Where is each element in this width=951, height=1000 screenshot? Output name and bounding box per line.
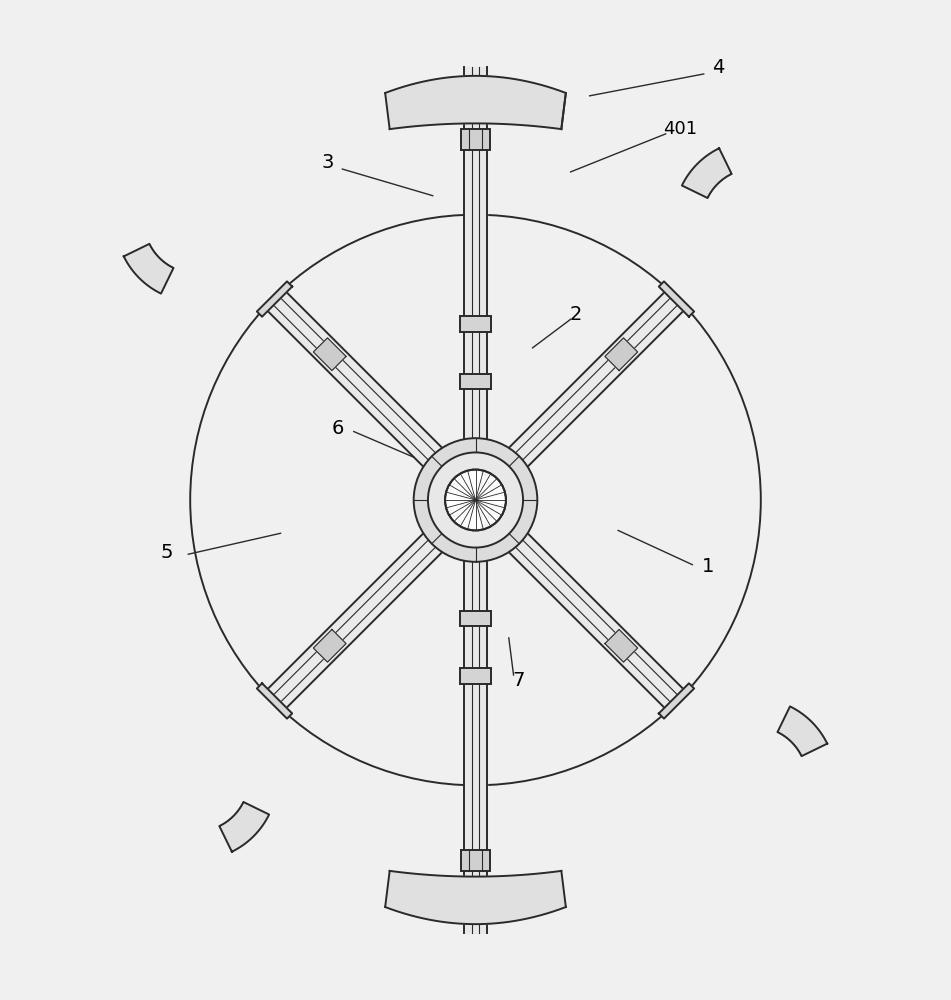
- Polygon shape: [385, 871, 566, 924]
- Polygon shape: [257, 683, 292, 719]
- Polygon shape: [124, 244, 173, 294]
- Polygon shape: [464, 67, 487, 933]
- Bar: [460, 611, 491, 626]
- Polygon shape: [220, 802, 269, 852]
- Polygon shape: [314, 338, 346, 371]
- Polygon shape: [268, 534, 441, 708]
- Polygon shape: [510, 292, 683, 466]
- Bar: [461, 129, 490, 150]
- Polygon shape: [314, 629, 346, 662]
- Polygon shape: [659, 683, 694, 719]
- Polygon shape: [682, 148, 731, 198]
- Text: 5: 5: [160, 543, 173, 562]
- Polygon shape: [778, 706, 827, 756]
- Polygon shape: [605, 338, 637, 371]
- Polygon shape: [268, 292, 441, 466]
- Circle shape: [414, 438, 537, 562]
- Text: 3: 3: [321, 153, 335, 172]
- Text: 4: 4: [711, 58, 725, 77]
- Text: 7: 7: [512, 671, 525, 690]
- Bar: [460, 668, 491, 684]
- Circle shape: [445, 470, 506, 530]
- Bar: [460, 316, 491, 332]
- Bar: [460, 374, 491, 389]
- Circle shape: [428, 452, 523, 548]
- Text: 6: 6: [331, 419, 344, 438]
- Text: 401: 401: [663, 120, 697, 138]
- Polygon shape: [385, 76, 566, 129]
- Polygon shape: [605, 629, 637, 662]
- Polygon shape: [510, 534, 683, 708]
- Text: 1: 1: [702, 557, 715, 576]
- Bar: [461, 850, 490, 871]
- Text: 2: 2: [569, 305, 582, 324]
- Polygon shape: [659, 281, 694, 317]
- Polygon shape: [257, 281, 292, 317]
